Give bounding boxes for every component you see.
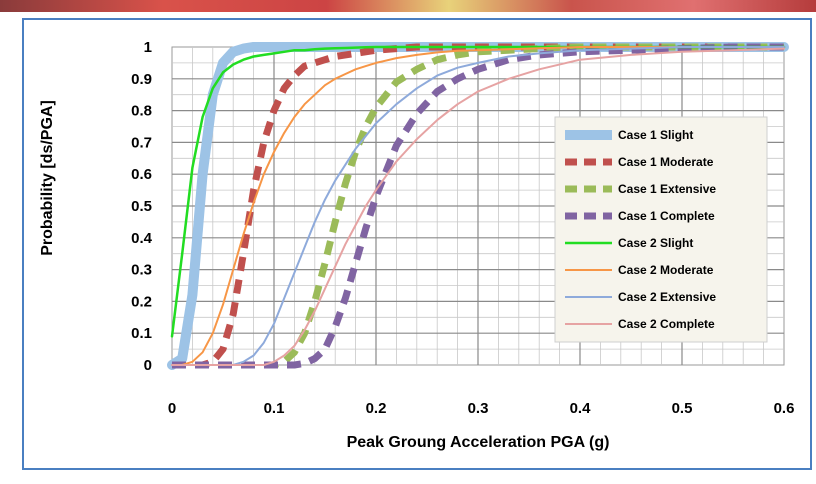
x-tick-label: 0 bbox=[168, 400, 176, 417]
legend-label: Case 2 Extensive bbox=[618, 290, 716, 304]
y-tick-label: 0.1 bbox=[131, 325, 152, 342]
y-axis-title: Probability [ds/PGA] bbox=[39, 100, 56, 256]
legend-label: Case 2 Moderate bbox=[618, 263, 714, 277]
y-tick-label: 0.5 bbox=[131, 198, 152, 215]
x-tick-label: 0.1 bbox=[264, 400, 285, 417]
legend: Case 1 Slight Case 1 Moderate Case 1 Exten… bbox=[554, 116, 768, 343]
y-tick-label: 0.2 bbox=[131, 293, 152, 310]
y-tick-label: 0.8 bbox=[131, 103, 152, 120]
legend-label: Case 1 Moderate bbox=[618, 155, 714, 169]
y-tick-label: 0.7 bbox=[131, 134, 152, 151]
series-line-5 bbox=[170, 45, 786, 338]
x-axis-title: Peak Groung Acceleration PGA (g) bbox=[347, 434, 610, 451]
y-tick-label: 0.3 bbox=[131, 262, 152, 279]
legend-label: Case 2 Complete bbox=[618, 317, 715, 331]
legend-label: Case 1 Slight bbox=[618, 128, 693, 142]
x-tick-labels: 0 0.1 0.2 0.3 0.4 0.5 0.6 bbox=[168, 400, 795, 417]
x-tick-label: 0.4 bbox=[570, 400, 592, 417]
legend-box bbox=[554, 116, 768, 343]
y-tick-label: 0.4 bbox=[131, 230, 153, 247]
series-line-6 bbox=[171, 46, 785, 366]
photo-strip bbox=[0, 0, 816, 12]
x-tick-label: 0.2 bbox=[366, 400, 387, 417]
y-tick-label: 0.9 bbox=[131, 71, 152, 88]
y-tick-label: 0.6 bbox=[131, 166, 152, 183]
x-tick-label: 0.5 bbox=[672, 400, 693, 417]
legend-label: Case 2 Slight bbox=[618, 236, 693, 250]
y-tick-label: 0 bbox=[144, 357, 152, 374]
legend-label: Case 1 Extensive bbox=[618, 182, 716, 196]
x-tick-label: 0.6 bbox=[774, 400, 795, 417]
legend-label: Case 1 Complete bbox=[618, 209, 715, 223]
series-layer bbox=[167, 42, 789, 370]
series-line-8 bbox=[171, 47, 785, 366]
y-tick-labels: 0 0.1 0.2 0.3 0.4 0.5 0.6 0.7 0.8 0.9 1 bbox=[131, 39, 153, 374]
y-tick-label: 1 bbox=[144, 39, 152, 56]
x-tick-label: 0.3 bbox=[468, 400, 489, 417]
